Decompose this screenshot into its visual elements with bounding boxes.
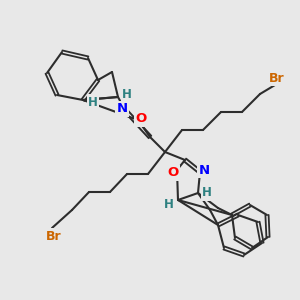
Text: O: O — [167, 167, 178, 179]
Text: Br: Br — [269, 71, 285, 85]
Text: O: O — [135, 112, 147, 125]
Text: H: H — [122, 88, 132, 101]
Text: H: H — [88, 95, 98, 109]
Text: N: N — [116, 103, 128, 116]
Text: N: N — [198, 164, 210, 176]
Text: H: H — [164, 197, 174, 211]
Text: Br: Br — [46, 230, 62, 242]
Text: H: H — [202, 187, 212, 200]
